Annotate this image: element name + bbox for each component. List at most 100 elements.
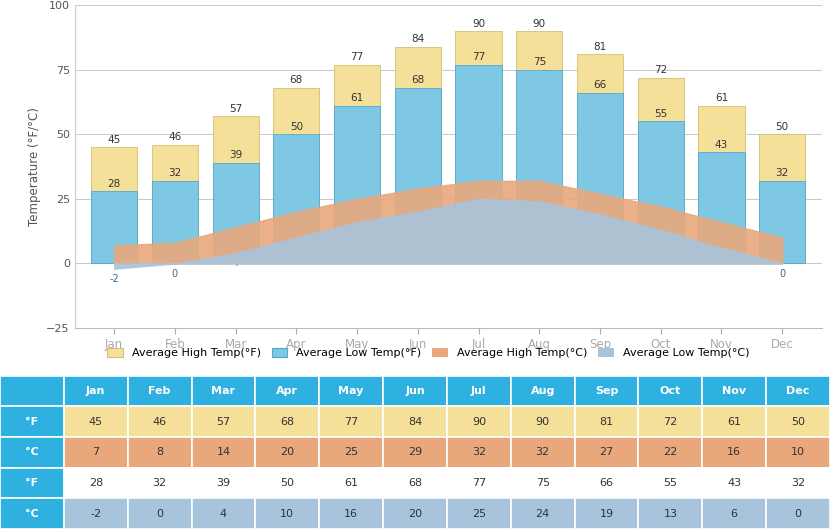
FancyBboxPatch shape — [192, 406, 256, 437]
Bar — [152, 181, 198, 263]
Text: 0: 0 — [794, 509, 802, 518]
Text: Jun: Jun — [405, 386, 425, 396]
Text: 72: 72 — [654, 65, 667, 75]
FancyBboxPatch shape — [256, 468, 320, 498]
Text: 28: 28 — [108, 179, 121, 188]
Text: Nov: Nov — [722, 386, 746, 396]
FancyBboxPatch shape — [574, 437, 638, 468]
Text: 19: 19 — [594, 220, 606, 230]
Text: 61: 61 — [727, 417, 741, 426]
FancyBboxPatch shape — [192, 376, 256, 406]
FancyBboxPatch shape — [320, 406, 383, 437]
Text: 0: 0 — [156, 509, 164, 518]
Text: 10: 10 — [281, 509, 295, 518]
FancyBboxPatch shape — [192, 498, 256, 529]
Text: 50: 50 — [791, 417, 805, 426]
FancyBboxPatch shape — [256, 498, 320, 529]
Text: 90: 90 — [533, 19, 546, 29]
Bar — [273, 134, 320, 263]
Text: 84: 84 — [408, 417, 422, 426]
Bar — [516, 70, 563, 263]
Text: 0: 0 — [172, 269, 178, 279]
Text: 27: 27 — [593, 180, 606, 190]
FancyBboxPatch shape — [383, 498, 447, 529]
Text: 14: 14 — [230, 213, 242, 223]
FancyBboxPatch shape — [256, 376, 320, 406]
Text: 75: 75 — [533, 57, 546, 67]
Text: May: May — [339, 386, 364, 396]
Text: 24: 24 — [535, 509, 549, 518]
Bar — [212, 163, 259, 263]
FancyBboxPatch shape — [64, 406, 128, 437]
Text: 50: 50 — [290, 122, 303, 132]
FancyBboxPatch shape — [320, 376, 383, 406]
FancyBboxPatch shape — [192, 437, 256, 468]
Text: 46: 46 — [153, 417, 167, 426]
Text: Mar: Mar — [212, 386, 236, 396]
FancyBboxPatch shape — [766, 376, 830, 406]
Text: 68: 68 — [281, 417, 295, 426]
Y-axis label: Temperature (°F/°C): Temperature (°F/°C) — [27, 107, 41, 226]
Text: 13: 13 — [655, 235, 666, 245]
Bar — [759, 181, 805, 263]
Text: 10: 10 — [290, 243, 302, 253]
Text: 57: 57 — [217, 417, 231, 426]
FancyBboxPatch shape — [447, 498, 510, 529]
Text: 20: 20 — [412, 217, 424, 227]
Text: 6: 6 — [730, 509, 738, 518]
Bar — [395, 47, 441, 263]
Text: Apr: Apr — [276, 386, 298, 396]
FancyBboxPatch shape — [766, 468, 830, 498]
Text: 68: 68 — [408, 478, 422, 488]
Text: 45: 45 — [108, 135, 121, 145]
Text: 66: 66 — [593, 80, 607, 90]
Text: 39: 39 — [229, 150, 242, 160]
FancyBboxPatch shape — [574, 468, 638, 498]
FancyBboxPatch shape — [64, 468, 128, 498]
Bar — [91, 147, 137, 263]
Text: 77: 77 — [344, 417, 359, 426]
FancyBboxPatch shape — [510, 437, 574, 468]
FancyBboxPatch shape — [447, 468, 510, 498]
FancyBboxPatch shape — [128, 406, 192, 437]
Text: 8: 8 — [156, 448, 164, 457]
Text: 32: 32 — [472, 167, 485, 177]
FancyBboxPatch shape — [383, 437, 447, 468]
Text: 7: 7 — [111, 232, 117, 242]
FancyBboxPatch shape — [766, 498, 830, 529]
Text: 84: 84 — [411, 34, 424, 44]
Text: 14: 14 — [217, 448, 231, 457]
Bar — [91, 191, 137, 263]
Text: 29: 29 — [412, 175, 424, 185]
Text: 81: 81 — [599, 417, 613, 426]
Text: 68: 68 — [411, 75, 424, 85]
FancyBboxPatch shape — [766, 437, 830, 468]
FancyBboxPatch shape — [638, 406, 702, 437]
FancyBboxPatch shape — [638, 376, 702, 406]
FancyBboxPatch shape — [638, 498, 702, 529]
Text: Oct: Oct — [660, 386, 681, 396]
Text: 7: 7 — [92, 448, 100, 457]
Text: 25: 25 — [471, 509, 486, 518]
Text: 16: 16 — [344, 509, 359, 518]
Text: 16: 16 — [727, 448, 741, 457]
FancyBboxPatch shape — [574, 406, 638, 437]
FancyBboxPatch shape — [256, 437, 320, 468]
Text: Dec: Dec — [786, 386, 810, 396]
FancyBboxPatch shape — [766, 406, 830, 437]
FancyBboxPatch shape — [128, 437, 192, 468]
FancyBboxPatch shape — [256, 406, 320, 437]
Text: °C: °C — [25, 448, 39, 457]
Text: 8: 8 — [172, 229, 178, 239]
Text: 6: 6 — [719, 253, 725, 263]
FancyBboxPatch shape — [383, 376, 447, 406]
Text: 77: 77 — [350, 52, 364, 62]
Text: 61: 61 — [344, 478, 359, 488]
Text: Sep: Sep — [595, 386, 618, 396]
FancyBboxPatch shape — [510, 468, 574, 498]
Bar — [334, 106, 380, 263]
FancyBboxPatch shape — [128, 468, 192, 498]
Text: 32: 32 — [168, 168, 182, 178]
FancyBboxPatch shape — [447, 406, 510, 437]
Text: 32: 32 — [535, 448, 549, 457]
